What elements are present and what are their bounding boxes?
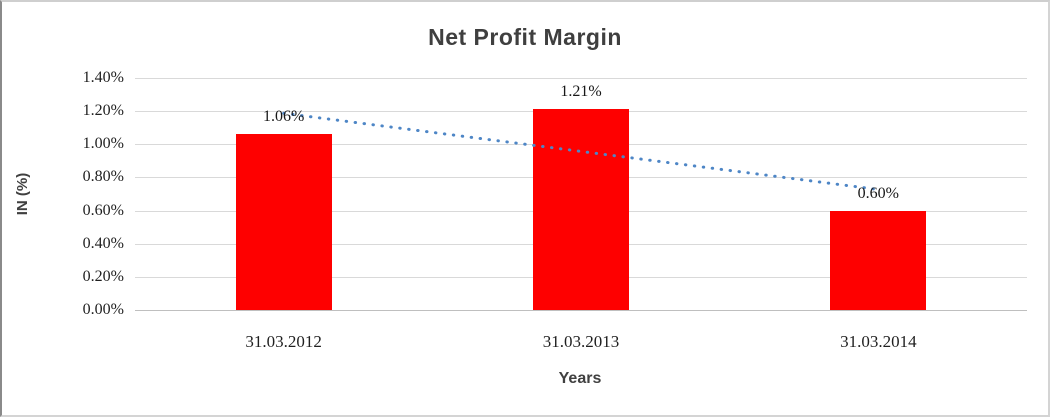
data-label: 1.06% (262, 108, 305, 126)
bar-31.03.2014[interactable] (830, 210, 927, 310)
bar-31.03.2013[interactable] (533, 109, 629, 310)
data-label: 1.21% (560, 83, 602, 101)
y-tick-label: 0.00% (82, 301, 124, 318)
x-tick-label: 31.03.2013 (542, 332, 620, 351)
chart-title: Net Profit Margin (428, 24, 622, 50)
y-tick-label: 0.60% (82, 201, 124, 219)
bar-31.03.2012[interactable] (235, 134, 332, 310)
y-tick-label: 1.20% (82, 102, 124, 120)
data-label: 0.60% (857, 184, 899, 202)
y-tick-label: 0.80% (82, 168, 124, 186)
y-tick-label: 1.40% (82, 69, 124, 86)
y-tick-label: 0.40% (82, 234, 124, 252)
x-axis-line (135, 310, 1027, 311)
x-tick-label: 31.03.2014 (840, 332, 917, 351)
y-tick-label: 1.00% (82, 135, 124, 153)
x-tick-label: 31.03.2012 (245, 332, 322, 351)
x-axis-title: Years (558, 370, 602, 387)
y-tick-label: 0.20% (82, 267, 124, 285)
horizontal-gridline (135, 78, 1027, 79)
